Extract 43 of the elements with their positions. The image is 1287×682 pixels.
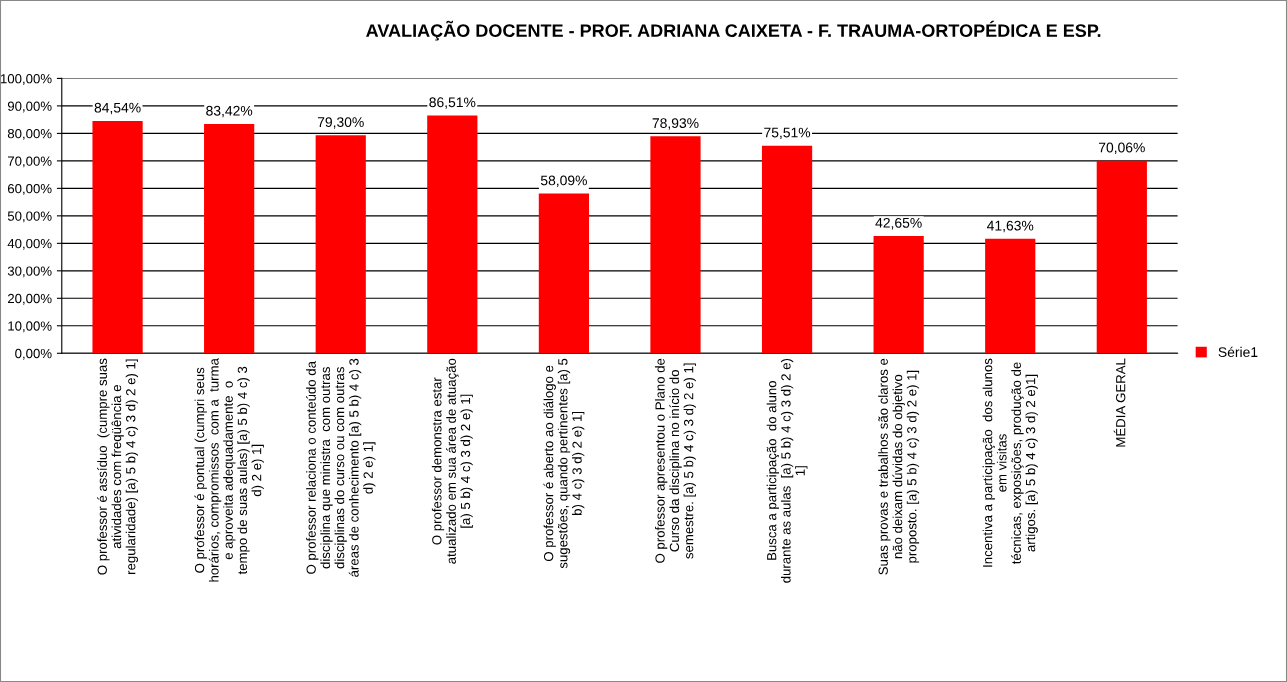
x-tick-label: O professor é aberto ao diálogo e sugestões, quando pertinentes [a) 5 b) 4 c) 3 d) 2 e) 1]: [543, 358, 585, 569]
y-tick-label: 70,00%: [7, 156, 52, 168]
x-tick-label: O professor demonstra estar atualizado em sua área de atuação [a) 5 b) 4 c) 3 d) 2 e) 1]: [431, 358, 473, 564]
x-tick-label: O professor relaciona o conteúdo da disciplina que ministra com outras disciplinas do curso ou com outras áreas de conhecimento [a) 5 b) 4 c) 3 d) 2 e) 1]: [305, 358, 376, 577]
bar: [650, 136, 701, 354]
y-tick-label: 30,00%: [7, 266, 52, 278]
bar: [92, 120, 143, 354]
data-label: 78,93%: [652, 118, 699, 130]
data-label: 70,06%: [1098, 142, 1145, 155]
x-tick-label: Busca a participação do aluno durante as aulas [a) 5 b) 4 c) 3 d) 2 e) 1]: [766, 358, 808, 583]
data-label: 42,65%: [875, 217, 922, 230]
data-label: 86,51%: [429, 97, 476, 109]
bar: [873, 236, 924, 354]
y-tick-label: 40,00%: [7, 238, 52, 250]
bar: [985, 238, 1036, 354]
y-tick-label: 0,00%: [15, 348, 52, 360]
x-tick-label: O professor é pontual (cumpri seus horários, compromissos com a turma e aproveita adequadamente o tempo de suas aulas) [a) 5 b) 4 c) 3 d) 2 e) 1]: [194, 358, 264, 582]
bar: [204, 124, 255, 354]
legend-label: Série1: [1218, 346, 1258, 358]
x-tick-label: MÉDIA GERAL: [1113, 358, 1126, 447]
chart-title: AVALIAÇÃO DOCENTE - PROF. ADRIANA CAIXETA - F. TRAUMA-ORTOPÉDICA E ESP.: [366, 20, 1101, 41]
x-tick-label: O professor apresentou o Plano de Curso da disciplina no início do semestre. [a) 5 b) 4 c) 3 d) 2 e) 1]: [655, 358, 696, 563]
data-label: 58,09%: [540, 175, 587, 187]
x-tick-label: Suas provas e trabalhos são claros e não deixam dúvidas do objetivo proposto. [a) 5 b) 4 c) 3 d) 2 e) 1]: [878, 358, 920, 575]
data-label: 83,42%: [206, 105, 253, 118]
bar: [315, 135, 366, 354]
data-label: 84,54%: [94, 102, 141, 115]
data-label: 75,51%: [764, 127, 811, 140]
y-tick-label: 90,00%: [7, 101, 52, 113]
data-label: 79,30%: [317, 117, 364, 129]
bar: [427, 115, 478, 354]
y-tick-label: 60,00%: [7, 183, 52, 195]
data-label: 41,63%: [987, 220, 1034, 233]
x-tick-label: Incentiva a participação dos alunos em visitas técnicas, exposições, produção de artigos. [a) 5 b) 4 c) 3 d) 2 e)1]: [982, 358, 1038, 567]
y-tick-label: 80,00%: [7, 128, 52, 140]
bar: [538, 193, 590, 354]
y-tick-label: 50,00%: [7, 211, 52, 223]
bar: [1096, 160, 1147, 354]
y-tick-label: 10,00%: [8, 321, 52, 333]
x-tick-label: O professor é assíduo (cumpre suas atividades com freqüência e regularidade) [a) 5 b) 4 c) 3 d) 2 e) 1]: [97, 358, 139, 575]
bar: [761, 145, 813, 354]
y-tick-label: 20,00%: [7, 293, 52, 305]
y-tick-label: 100,00%: [0, 74, 52, 85]
